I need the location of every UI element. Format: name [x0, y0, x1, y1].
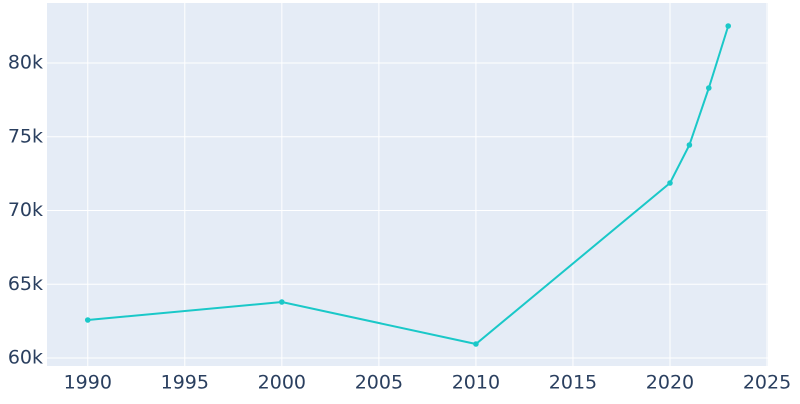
point — [667, 180, 673, 186]
point — [706, 85, 712, 91]
x-tick-label: 2005 — [355, 372, 403, 394]
y-tick-label: 80k — [8, 52, 43, 74]
y-tick-label: 60k — [8, 347, 43, 369]
x-tick-label: 2010 — [452, 372, 500, 394]
point — [84, 317, 91, 323]
point — [725, 23, 732, 29]
y-tick-label: 65k — [8, 273, 43, 295]
point — [686, 142, 693, 148]
x-tick-label: 2020 — [646, 372, 694, 394]
y-tick-label: 70k — [8, 199, 43, 221]
y-tick-label: 75k — [8, 125, 43, 147]
x-tick-label: 2015 — [549, 372, 597, 394]
point — [279, 299, 285, 305]
x-tick-label: 1995 — [161, 372, 209, 394]
plot-area — [47, 3, 768, 366]
x-tick-label: 2000 — [258, 372, 306, 394]
x-tick-label: 2025 — [743, 372, 791, 394]
point — [473, 341, 479, 347]
x-tick-label: 1990 — [64, 372, 112, 394]
